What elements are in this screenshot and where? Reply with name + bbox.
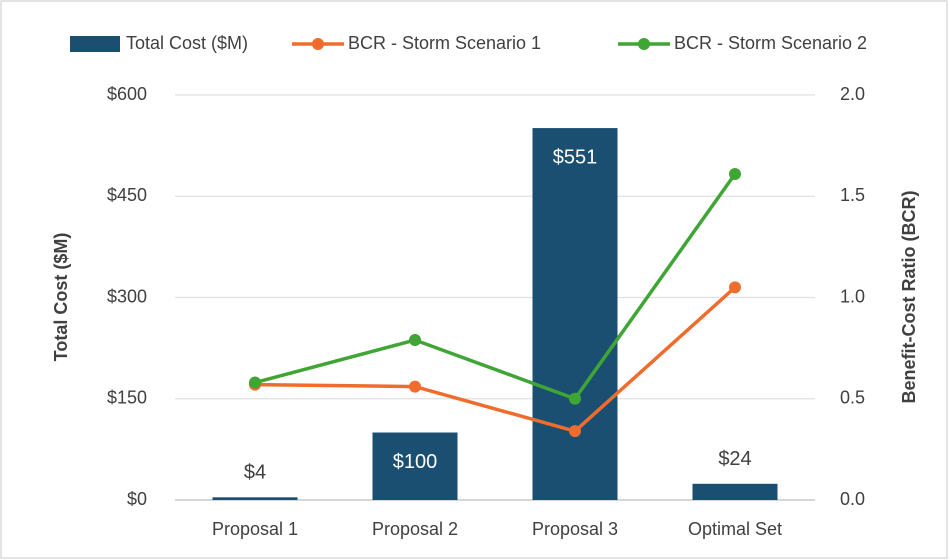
bar [692, 483, 778, 500]
legend-swatch [312, 38, 324, 50]
line-point [569, 392, 581, 405]
y2-tick-label: 2.0 [840, 84, 865, 104]
y2-tick-label: 1.0 [840, 286, 865, 306]
x-tick-label: Proposal 1 [212, 519, 298, 539]
line-point [409, 334, 421, 347]
legend-swatch [70, 36, 120, 52]
line-point [249, 376, 261, 389]
y2-axis-label: Benefit-Cost Ratio (BCR) [899, 191, 919, 404]
legend-label: Total Cost ($M) [126, 33, 248, 53]
series-line [254, 286, 737, 434]
bar-value-label: $24 [718, 448, 751, 470]
y2-tick-label: 1.5 [840, 185, 865, 205]
bar-value-label: $551 [553, 146, 598, 168]
legend-label: BCR - Storm Scenario 2 [674, 33, 867, 53]
y-tick-label: $300 [107, 286, 147, 306]
y-tick-label: $600 [107, 84, 147, 104]
y-axis-label: Total Cost ($M) [51, 233, 71, 362]
line-point [729, 281, 741, 294]
y-tick-label: $0 [127, 489, 147, 509]
bar [372, 432, 458, 500]
series-line [254, 172, 737, 401]
y-tick-label: $150 [107, 388, 147, 408]
x-tick-label: Proposal 2 [372, 519, 458, 539]
bar-value-label: $100 [393, 451, 438, 473]
y-tick-label: $450 [107, 185, 147, 205]
bar-value-label: $4 [244, 462, 266, 484]
line-point [569, 425, 581, 438]
bar [532, 128, 618, 500]
y2-tick-label: 0.5 [840, 388, 865, 408]
x-tick-label: Proposal 3 [532, 519, 618, 539]
y2-tick-label: 0.0 [840, 489, 865, 509]
legend-swatch [638, 38, 650, 50]
x-tick-label: Optimal Set [688, 519, 782, 539]
line-point [409, 380, 421, 393]
bar [212, 497, 298, 500]
legend-label: BCR - Storm Scenario 1 [348, 33, 541, 53]
line-point [729, 167, 741, 180]
